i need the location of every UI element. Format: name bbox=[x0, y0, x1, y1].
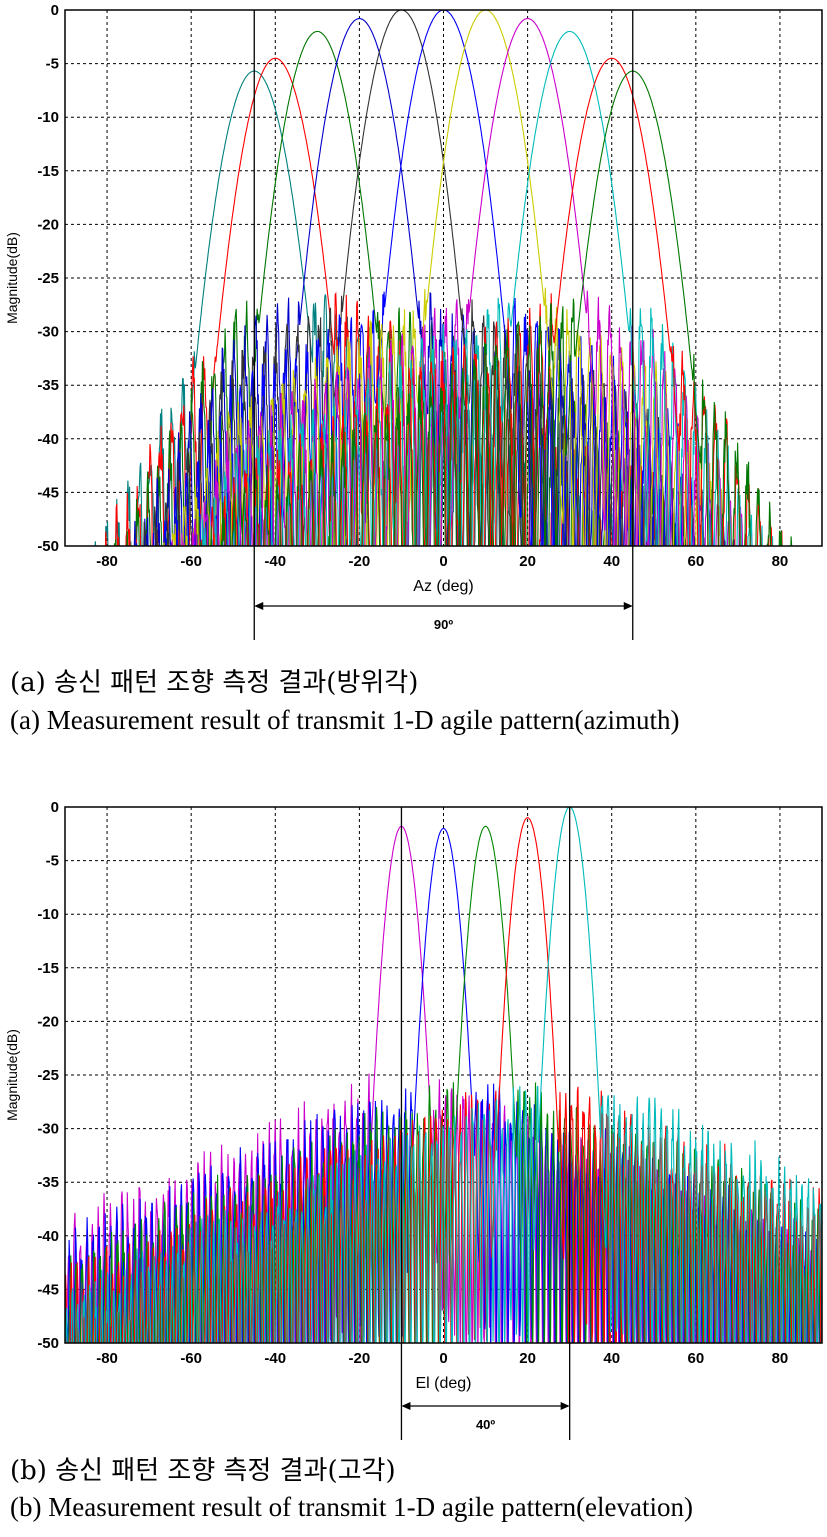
y-axis-label: Magnitude(dB) bbox=[4, 232, 20, 324]
span-annotation bbox=[400, 807, 571, 1440]
x-axis-label: Az (deg) bbox=[413, 578, 473, 595]
beam-pattern-series-9 bbox=[201, 30, 774, 546]
caption-b-english: (b) Measurement result of transmit 1-D a… bbox=[10, 1492, 694, 1522]
series-group bbox=[65, 807, 822, 1343]
y-tick-label: -30 bbox=[37, 324, 59, 341]
x-tick-label: -80 bbox=[96, 553, 118, 570]
beam-pattern-series-7 bbox=[163, 10, 743, 546]
x-tick-label: 60 bbox=[687, 553, 704, 570]
x-tick-label: 0 bbox=[439, 553, 447, 570]
x-tick-label: 20 bbox=[519, 553, 536, 570]
span-label: 40º bbox=[476, 1417, 495, 1432]
y-tick-label: -5 bbox=[46, 853, 59, 870]
y-tick-label: -10 bbox=[37, 906, 59, 923]
x-tick-label: -40 bbox=[264, 553, 286, 570]
y-axis-label: Magnitude(dB) bbox=[4, 1029, 20, 1121]
elevation-chart: -80 -60 -40 -20 0 20 40 60 80 0 -5 -10 -15 -20 -25 -30 -… bbox=[4, 799, 823, 1440]
x-tick-label: 0 bbox=[439, 1350, 447, 1367]
x-tick-label: -60 bbox=[180, 553, 202, 570]
axes-frame bbox=[64, 806, 823, 1344]
y-tick-label: -30 bbox=[37, 1121, 59, 1138]
x-tick-label: 40 bbox=[603, 1350, 620, 1367]
beam-pattern-series-10 bbox=[200, 57, 783, 546]
beam-pattern-series-3 bbox=[65, 825, 821, 1343]
x-tick-label: 80 bbox=[772, 553, 789, 570]
x-tick-label: -20 bbox=[349, 553, 371, 570]
caption-a-korean: (a) 송신 패턴 조향 측정 결과(방위각) bbox=[10, 668, 419, 698]
y-tick-label: -15 bbox=[37, 163, 59, 180]
y-tick-label: -45 bbox=[37, 1281, 59, 1298]
y-tick-label: -10 bbox=[37, 109, 59, 126]
y-tick-label: -35 bbox=[37, 377, 59, 394]
caption-b-korean: (b) 송신 패턴 조향 측정 결과(고각) bbox=[10, 1456, 396, 1486]
x-tick-label: 20 bbox=[519, 1350, 536, 1367]
y-tick-label: -40 bbox=[37, 431, 59, 448]
span-label: 90º bbox=[434, 617, 453, 632]
beam-pattern-series-8 bbox=[171, 18, 753, 546]
series-group bbox=[94, 10, 793, 546]
span-arrowhead-right bbox=[560, 1402, 570, 1410]
x-tick-label: -20 bbox=[349, 1350, 371, 1367]
x-tick-label: 80 bbox=[772, 1350, 789, 1367]
axes-frame bbox=[64, 9, 823, 547]
y-tick-label: -45 bbox=[37, 484, 59, 501]
span-arrowhead-right bbox=[623, 602, 633, 610]
y-tick-label: -25 bbox=[37, 1067, 59, 1084]
span-arrowhead-left bbox=[401, 1402, 411, 1410]
y-tick-label: -25 bbox=[37, 270, 59, 287]
x-tick-label: -60 bbox=[180, 1350, 202, 1367]
y-tick-label: -50 bbox=[37, 1335, 59, 1352]
y-tick-label: -5 bbox=[46, 56, 59, 73]
caption-a-english: (a) Measurement result of transmit 1-D a… bbox=[10, 705, 680, 735]
y-tick-label: 0 bbox=[51, 799, 59, 816]
y-tick-label: -15 bbox=[37, 960, 59, 977]
y-tick-label: -50 bbox=[37, 538, 59, 555]
beam-pattern-series-11 bbox=[200, 70, 793, 546]
x-tick-label: -40 bbox=[264, 1350, 286, 1367]
x-axis-label: El (deg) bbox=[415, 1375, 471, 1392]
y-tick-label: -20 bbox=[37, 216, 59, 233]
azimuth-chart: -80 -60 -40 -20 0 20 40 60 80 0 -5 -10 -15 -20 -25 -30 -… bbox=[4, 2, 823, 640]
x-tick-label: 60 bbox=[687, 1350, 704, 1367]
x-tick-label: 40 bbox=[603, 553, 620, 570]
y-tick-label: -20 bbox=[37, 1013, 59, 1030]
y-tick-label: -40 bbox=[37, 1228, 59, 1245]
span-annotation bbox=[253, 10, 634, 640]
y-tick-label: -35 bbox=[37, 1174, 59, 1191]
x-tick-label: -80 bbox=[96, 1350, 118, 1367]
y-tick-label: 0 bbox=[51, 2, 59, 19]
beam-pattern-series-5 bbox=[65, 807, 822, 1343]
span-arrowhead-left bbox=[254, 602, 264, 610]
